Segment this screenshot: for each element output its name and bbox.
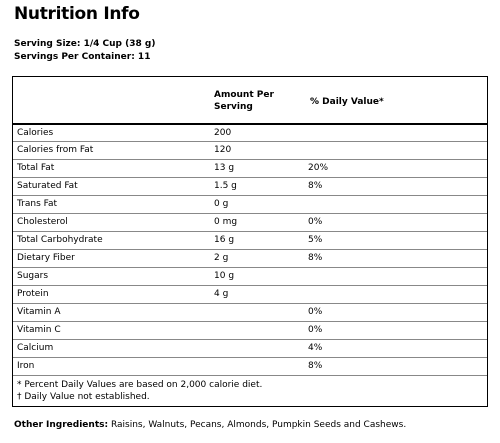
- other-ingredients-value: Raisins, Walnuts, Pecans, Almonds, Pumpk…: [108, 420, 407, 430]
- table-row: Trans Fat 0 g: [13, 195, 487, 213]
- nutrient-amount: 16 g: [214, 235, 235, 245]
- nutrient-amount: 200: [214, 128, 232, 138]
- nutrient-name: Calories: [17, 128, 54, 138]
- nutrient-name: Protein: [17, 289, 49, 299]
- nutrient-daily-value: 0%: [308, 217, 323, 227]
- other-ingredients: Other Ingredients: Raisins, Walnuts, Pec…: [14, 420, 406, 430]
- serving-info: Serving Size: 1/4 Cup (38 g) Servings Pe…: [14, 38, 155, 64]
- header-amount-line2: Serving: [214, 102, 253, 112]
- nutrient-amount: 0 mg: [214, 217, 238, 227]
- nutrient-amount: 0 g: [214, 199, 229, 209]
- table-row: Total Carbohydrate 16 g 5%: [13, 231, 487, 249]
- nutrient-amount: 10 g: [214, 271, 235, 281]
- table-row: Sugars 10 g: [13, 267, 487, 285]
- nutrient-name: Iron: [17, 361, 35, 371]
- nutrition-table: Amount Per Serving % Daily Value* Calori…: [12, 76, 488, 407]
- nutrient-amount: 2 g: [214, 253, 229, 263]
- table-row: Cholesterol 0 mg 0%: [13, 213, 487, 231]
- nutrient-daily-value: 8%: [308, 361, 323, 371]
- nutrient-amount: 4 g: [214, 289, 229, 299]
- nutrient-daily-value: 8%: [308, 181, 323, 191]
- nutrient-daily-value: 0%: [308, 307, 323, 317]
- nutrient-daily-value: 0%: [308, 325, 323, 335]
- nutrient-name: Cholesterol: [17, 217, 68, 227]
- nutrient-name: Sugars: [17, 271, 49, 281]
- servings-per-container: Servings Per Container: 11: [14, 52, 151, 62]
- nutrient-name: Saturated Fat: [17, 181, 78, 191]
- nutrient-daily-value: 8%: [308, 253, 323, 263]
- nutrient-name: Calories from Fat: [17, 145, 94, 155]
- table-row: Calcium 4%: [13, 339, 487, 357]
- nutrient-name: Dietary Fiber: [17, 253, 75, 263]
- nutrient-name: Vitamin C: [17, 325, 61, 335]
- table-row: Total Fat 13 g 20%: [13, 159, 487, 177]
- nutrient-name: Vitamin A: [17, 307, 61, 317]
- other-ingredients-label: Other Ingredients:: [14, 420, 109, 430]
- table-row: Calories from Fat 120: [13, 141, 487, 159]
- nutrient-amount: 1.5 g: [214, 181, 237, 191]
- table-row: Vitamin C 0%: [13, 321, 487, 339]
- nutrient-name: Calcium: [17, 343, 54, 353]
- nutrient-daily-value: 5%: [308, 235, 323, 245]
- nutrient-name: Trans Fat: [17, 199, 58, 209]
- nutrient-daily-value: 20%: [308, 163, 329, 173]
- table-row: Dietary Fiber 2 g 8%: [13, 249, 487, 267]
- serving-size: Serving Size: 1/4 Cup (38 g): [14, 39, 156, 49]
- nutrient-amount: 13 g: [214, 163, 235, 173]
- footnote-dagger: † Daily Value not established.: [17, 392, 150, 402]
- table-row: Saturated Fat 1.5 g 8%: [13, 177, 487, 195]
- footnote-percent: * Percent Daily Values are based on 2,00…: [17, 380, 263, 390]
- nutrient-name: Total Fat: [17, 163, 55, 173]
- table-row: Iron 8%: [13, 357, 487, 375]
- nutrient-name: Total Carbohydrate: [17, 235, 103, 245]
- header-amount: Amount Per Serving: [214, 89, 274, 113]
- page-title: Nutrition Info: [14, 4, 140, 24]
- table-row: Vitamin A 0%: [13, 303, 487, 321]
- table-row: Protein 4 g: [13, 285, 487, 303]
- nutrient-daily-value: 4%: [308, 343, 323, 353]
- table-row: Calories 200: [13, 123, 487, 141]
- nutrient-amount: 120: [214, 145, 232, 155]
- header-amount-line1: Amount Per: [214, 90, 274, 100]
- header-daily-value: % Daily Value*: [310, 97, 384, 107]
- footnote-divider: [13, 375, 487, 376]
